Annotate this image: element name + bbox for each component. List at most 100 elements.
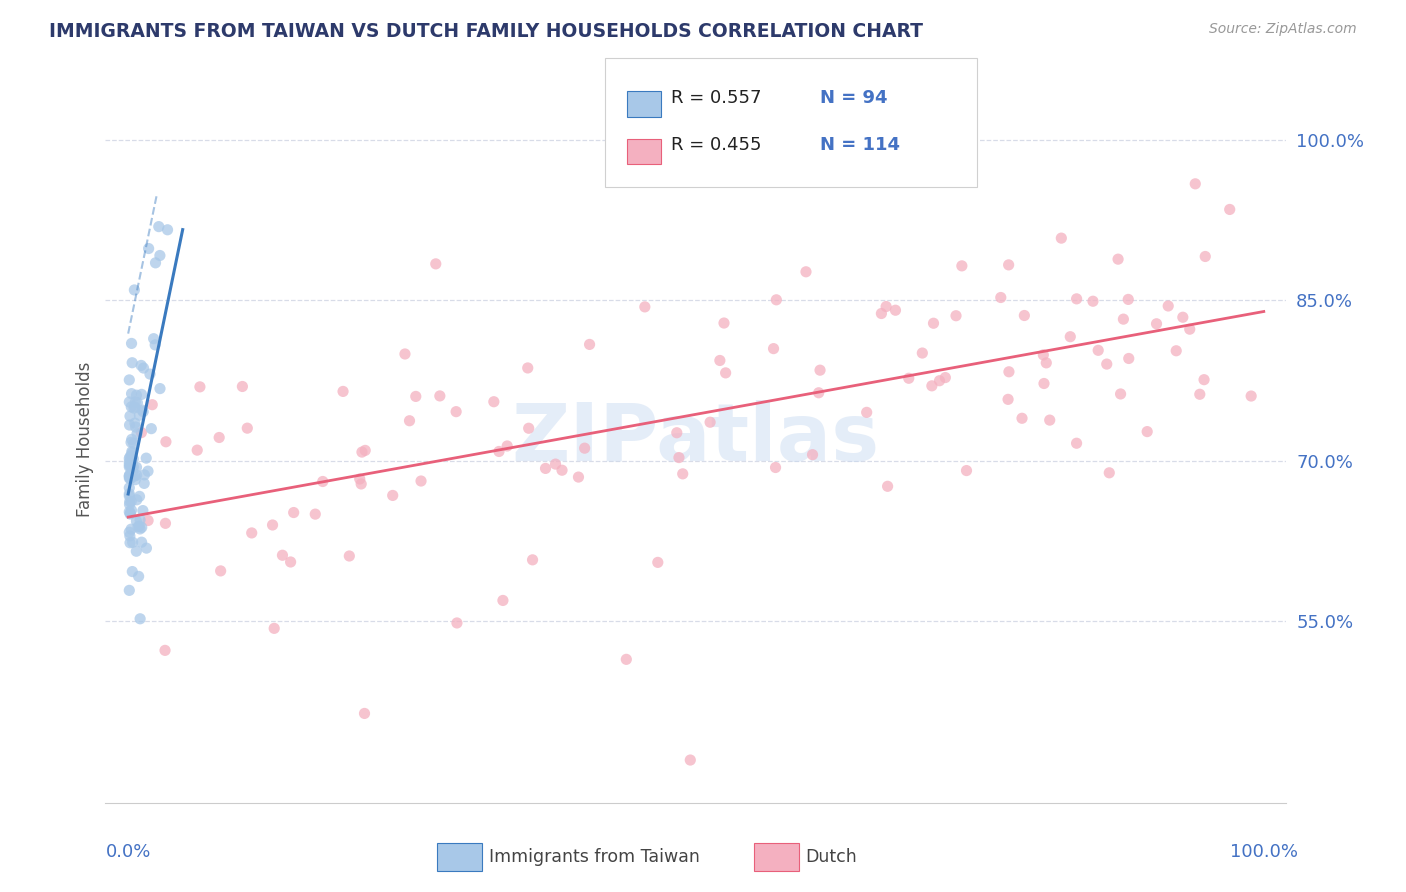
Point	[1011, 411, 1033, 425]
Point	[125, 426, 148, 441]
Point	[875, 300, 897, 314]
Point	[118, 451, 141, 466]
Point	[127, 395, 149, 409]
Point	[128, 489, 150, 503]
Text: Source: ZipAtlas.com: Source: ZipAtlas.com	[1209, 22, 1357, 37]
Point	[121, 446, 143, 460]
Point	[921, 379, 943, 393]
Point	[143, 338, 166, 352]
Point	[136, 464, 159, 478]
Point	[1081, 294, 1104, 309]
Point	[922, 316, 945, 330]
Point	[353, 706, 375, 721]
Point	[131, 535, 153, 549]
Point	[950, 259, 973, 273]
Point	[155, 516, 177, 531]
Point	[188, 380, 211, 394]
Point	[955, 464, 977, 478]
Point	[350, 477, 373, 491]
Point	[118, 450, 141, 464]
Point	[118, 455, 141, 469]
Point	[148, 219, 170, 234]
Text: IMMIGRANTS FROM TAIWAN VS DUTCH FAMILY HOUSEHOLDS CORRELATION CHART: IMMIGRANTS FROM TAIWAN VS DUTCH FAMILY H…	[49, 22, 924, 41]
Point	[551, 463, 574, 477]
Point	[1188, 387, 1211, 401]
Point	[429, 389, 451, 403]
Point	[672, 467, 695, 481]
Point	[1014, 309, 1036, 323]
Point	[124, 400, 146, 414]
Point	[131, 425, 153, 440]
Point	[1098, 466, 1121, 480]
Point	[129, 612, 152, 626]
Point	[446, 615, 468, 630]
Point	[121, 444, 143, 458]
Point	[855, 405, 877, 419]
Point	[138, 242, 160, 256]
Point	[118, 529, 141, 543]
Point	[534, 461, 557, 475]
Point	[354, 443, 377, 458]
Point	[141, 422, 163, 436]
Point	[1066, 436, 1088, 450]
Point	[381, 488, 404, 502]
Point	[208, 430, 231, 444]
Point	[271, 548, 294, 562]
Point	[129, 359, 152, 373]
Point	[628, 144, 651, 158]
Point	[153, 643, 176, 657]
Point	[1035, 356, 1057, 370]
Point	[668, 450, 690, 465]
Point	[145, 256, 167, 270]
Point	[120, 503, 142, 517]
Point	[1146, 317, 1168, 331]
Point	[998, 365, 1021, 379]
Point	[522, 553, 544, 567]
Point	[876, 479, 898, 493]
Y-axis label: Family Households: Family Households	[76, 361, 94, 517]
Point	[186, 443, 208, 458]
Point	[928, 374, 950, 388]
Point	[647, 555, 669, 569]
Point	[934, 370, 956, 384]
Point	[118, 418, 141, 433]
Point	[280, 555, 302, 569]
Point	[121, 535, 143, 549]
Point	[125, 514, 148, 528]
Point	[394, 347, 416, 361]
Point	[121, 465, 143, 479]
Point	[121, 336, 143, 351]
Point	[135, 541, 157, 555]
Point	[699, 415, 721, 429]
Point	[709, 353, 731, 368]
Point	[1095, 357, 1118, 371]
Point	[1107, 252, 1129, 267]
Point	[1136, 425, 1159, 439]
Point	[120, 400, 142, 414]
Point	[118, 481, 141, 495]
Point	[124, 283, 146, 297]
Point	[124, 473, 146, 487]
Point	[1032, 348, 1054, 362]
Point	[118, 583, 141, 598]
Point	[444, 405, 467, 419]
Point	[236, 421, 259, 435]
Point	[118, 469, 141, 483]
Point	[350, 445, 373, 459]
Point	[1112, 312, 1135, 326]
Point	[125, 492, 148, 507]
Text: Dutch: Dutch	[806, 848, 858, 866]
Point	[142, 332, 165, 346]
Point	[997, 258, 1019, 272]
Point	[141, 398, 163, 412]
Point	[997, 392, 1019, 407]
Point	[120, 471, 142, 485]
Point	[762, 342, 785, 356]
Point	[567, 470, 589, 484]
Point	[149, 248, 172, 262]
Point	[121, 386, 143, 401]
Point	[120, 471, 142, 485]
Point	[1219, 202, 1241, 217]
Point	[155, 434, 177, 449]
Point	[488, 444, 510, 458]
